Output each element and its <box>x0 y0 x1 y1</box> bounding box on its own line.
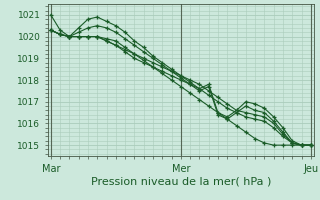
X-axis label: Pression niveau de la mer( hPa ): Pression niveau de la mer( hPa ) <box>91 176 271 186</box>
